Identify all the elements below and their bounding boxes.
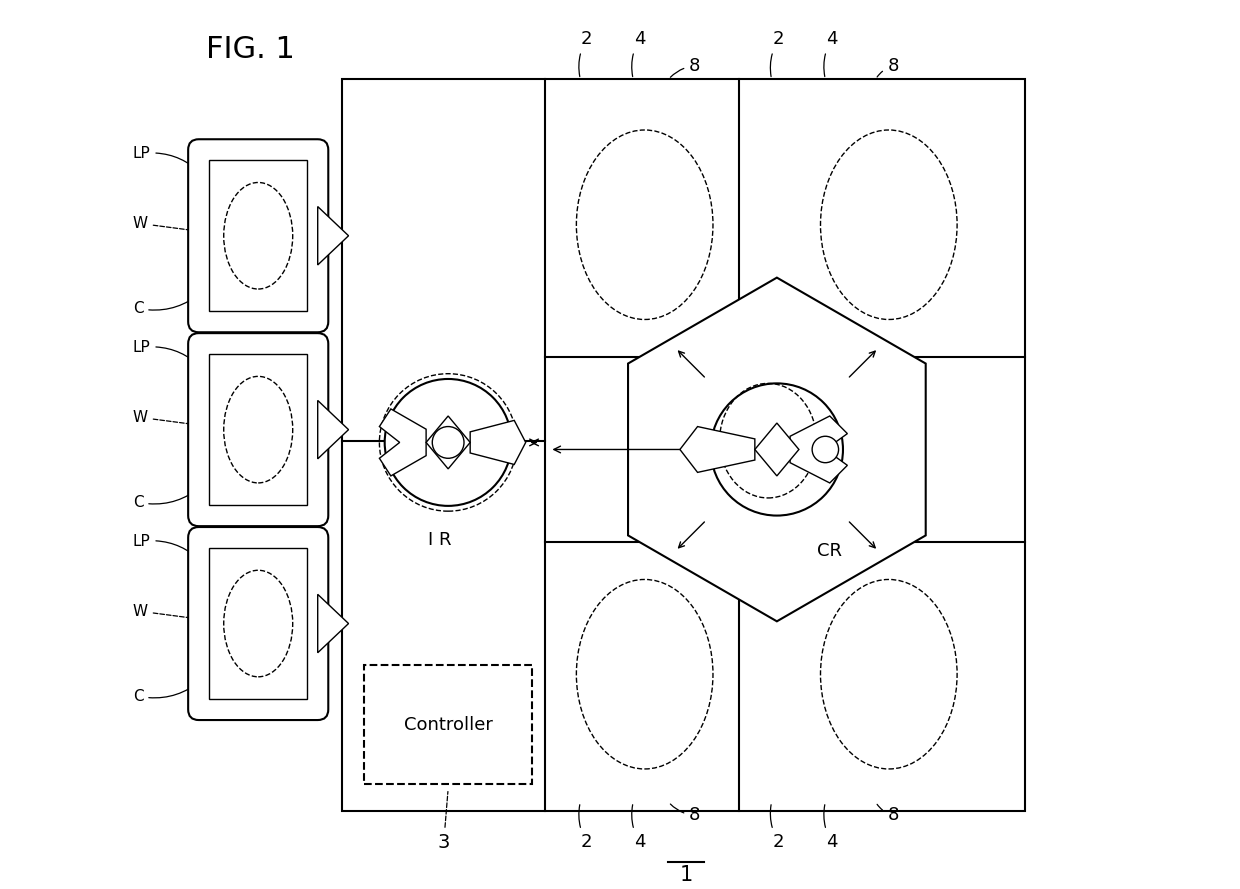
Text: C: C — [133, 486, 201, 509]
Text: 2: 2 — [770, 30, 785, 76]
Text: 8: 8 — [877, 57, 899, 77]
Text: FIG. 1: FIG. 1 — [206, 36, 295, 64]
Polygon shape — [790, 416, 847, 483]
Bar — [210, 549, 308, 699]
Polygon shape — [680, 427, 755, 472]
Polygon shape — [317, 400, 348, 459]
Text: LP: LP — [133, 146, 201, 173]
Circle shape — [433, 427, 464, 459]
Text: W: W — [133, 410, 205, 426]
Text: W: W — [133, 604, 205, 620]
Polygon shape — [317, 206, 348, 265]
FancyBboxPatch shape — [188, 527, 329, 720]
Polygon shape — [470, 420, 526, 464]
Bar — [365, 665, 532, 784]
Ellipse shape — [223, 376, 293, 483]
Text: 8: 8 — [671, 57, 701, 77]
Text: 1: 1 — [680, 866, 693, 885]
Text: LP: LP — [133, 534, 201, 562]
Ellipse shape — [223, 182, 293, 289]
Polygon shape — [627, 277, 926, 621]
Text: C: C — [133, 680, 201, 704]
Text: 8: 8 — [877, 805, 899, 824]
Ellipse shape — [577, 580, 713, 769]
Text: 2: 2 — [770, 805, 785, 851]
Bar — [210, 355, 308, 505]
Ellipse shape — [223, 570, 293, 677]
Text: LP: LP — [133, 340, 201, 367]
Bar — [210, 160, 308, 311]
Circle shape — [812, 436, 838, 462]
Text: I R: I R — [428, 531, 451, 549]
Bar — [342, 79, 1025, 811]
FancyBboxPatch shape — [188, 333, 329, 526]
Text: 3: 3 — [438, 791, 450, 852]
Polygon shape — [379, 409, 427, 476]
Text: W: W — [133, 216, 205, 232]
FancyBboxPatch shape — [188, 140, 329, 332]
Text: Controller: Controller — [404, 716, 492, 734]
Text: 4: 4 — [823, 30, 837, 76]
Text: CR: CR — [817, 542, 842, 560]
Ellipse shape — [577, 130, 713, 319]
Text: 4: 4 — [823, 805, 837, 851]
Text: 4: 4 — [631, 805, 645, 851]
Circle shape — [384, 379, 512, 506]
Polygon shape — [427, 416, 470, 469]
Text: 4: 4 — [631, 30, 645, 76]
Text: C: C — [133, 292, 201, 316]
Text: 2: 2 — [579, 805, 593, 851]
Ellipse shape — [821, 580, 957, 769]
Ellipse shape — [821, 130, 957, 319]
Polygon shape — [755, 423, 799, 476]
Text: 2: 2 — [579, 30, 593, 76]
Polygon shape — [317, 595, 348, 653]
Circle shape — [711, 383, 843, 516]
Text: 8: 8 — [671, 804, 701, 824]
